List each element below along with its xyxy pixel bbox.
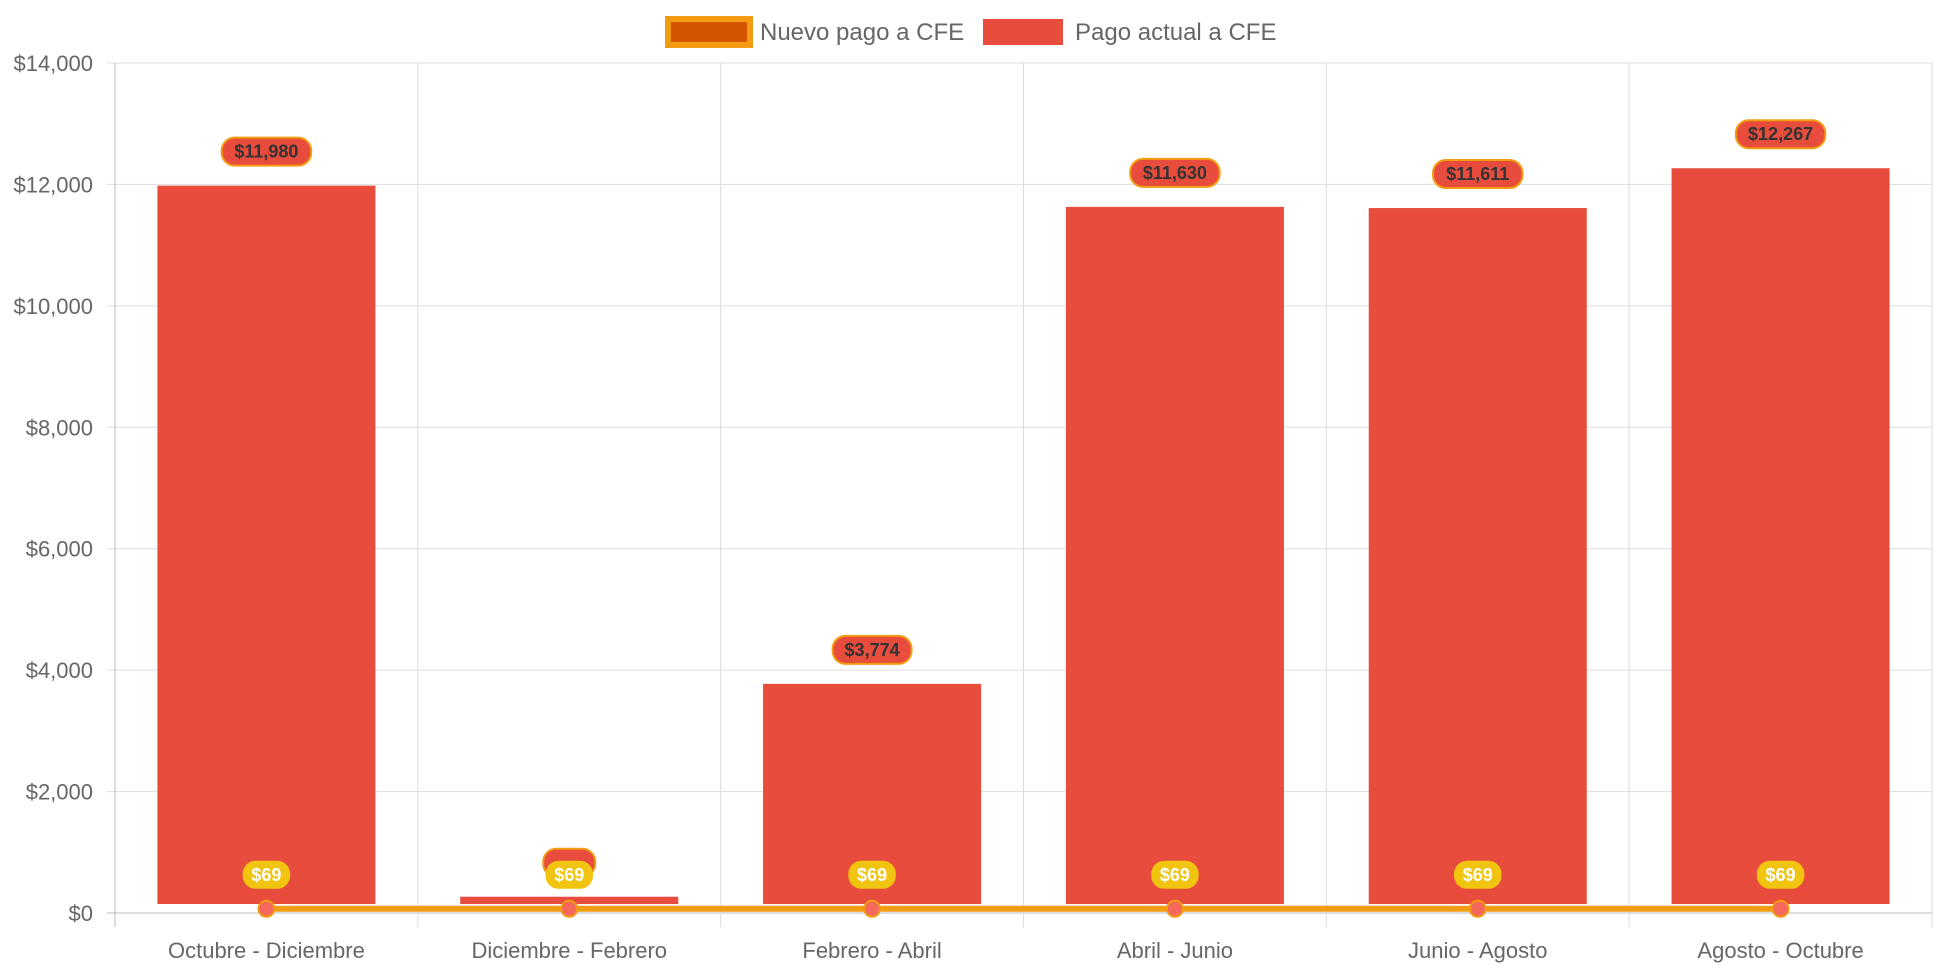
line-data-label-bg <box>1756 860 1805 889</box>
x-tick-label: Junio - Agosto <box>1408 938 1547 963</box>
line-data-label-bg <box>1151 860 1199 889</box>
line-data-label: $69 <box>251 865 281 885</box>
y-tick-label: $4,000 <box>26 658 93 683</box>
bars-layer <box>157 168 1890 905</box>
bar-data-label: $12,267 <box>1748 124 1813 144</box>
legend-swatch-nuevo-pago <box>665 16 753 48</box>
x-tick-label: Octubre - Diciembre <box>168 938 365 963</box>
bar-data-label: $11,980 <box>234 142 298 162</box>
bar-data-label: $3,774 <box>845 640 900 660</box>
y-tick-label: $12,000 <box>13 172 93 197</box>
x-tick-label: Abril - Junio <box>1117 938 1233 963</box>
bar-pago-actual[interactable] <box>1671 168 1890 905</box>
legend-label-nuevo-pago: Nuevo pago a CFE <box>760 19 964 46</box>
line-data-label-bg <box>1454 860 1502 889</box>
bar-data-label-bg <box>1432 159 1524 190</box>
bar-data-label: $11,611 <box>1446 164 1509 184</box>
line-data-label-bg <box>545 860 593 889</box>
x-tick-label: Febrero - Abril <box>802 938 941 963</box>
bar-data-label: $11,630 <box>1143 163 1207 183</box>
bar-pago-actual[interactable] <box>1368 208 1587 904</box>
x-tick-label: Diciembre - Febrero <box>471 938 667 963</box>
bar-data-label-bg <box>1734 119 1827 150</box>
y-tick-label: $10,000 <box>13 294 93 319</box>
grid-layer <box>107 62 1933 927</box>
line-layer <box>257 899 1790 918</box>
legend-swatch-pago-actual <box>983 19 1063 45</box>
line-data-label-bg <box>848 860 896 889</box>
line-point-nuevo-pago[interactable] <box>1771 899 1790 918</box>
line-data-label: $69 <box>1160 865 1190 885</box>
axis-layer: $0 $2,000 $4,000 $6,000 $8,000 $10,000 $12,000… <box>13 51 1863 963</box>
line-data-label: $69 <box>857 865 887 885</box>
line-data-label: $69 <box>554 865 584 885</box>
bar-data-label-bg <box>1129 157 1221 188</box>
line-point-nuevo-pago[interactable] <box>560 899 579 918</box>
y-tick-label: $6,000 <box>26 537 93 562</box>
line-data-label-bg <box>242 860 291 889</box>
legend-item-pago-actual[interactable]: Pago actual a CFE <box>983 19 1276 46</box>
y-tick-label: $0 <box>69 901 93 926</box>
legend: Nuevo pago a CFE Pago actual a CFE <box>665 16 1276 48</box>
line-point-nuevo-pago[interactable] <box>257 899 276 918</box>
line-point-nuevo-pago[interactable] <box>863 899 882 918</box>
x-tick-label: Agosto - Octubre <box>1697 938 1863 963</box>
y-tick-label: $14,000 <box>13 51 93 76</box>
legend-item-nuevo-pago[interactable]: Nuevo pago a CFE <box>665 16 964 48</box>
bar-pago-actual[interactable] <box>1065 206 1284 905</box>
legend-label-pago-actual: Pago actual a CFE <box>1075 19 1276 46</box>
y-tick-label: $8,000 <box>26 415 93 440</box>
bar-data-label-bg <box>831 634 913 665</box>
line-data-label: $69 <box>1463 865 1493 885</box>
line-data-label: $69 <box>1766 865 1796 885</box>
y-tick-label: $2,000 <box>26 780 93 805</box>
data-labels-layer: $11,980 $3,774 $11,630 $11,611 $12,267 $69 $69… <box>220 119 1827 889</box>
line-point-nuevo-pago[interactable] <box>1165 899 1184 918</box>
bar-pago-actual[interactable] <box>157 185 376 905</box>
line-point-nuevo-pago[interactable] <box>1468 899 1487 918</box>
bar-data-label-bg <box>220 136 313 167</box>
